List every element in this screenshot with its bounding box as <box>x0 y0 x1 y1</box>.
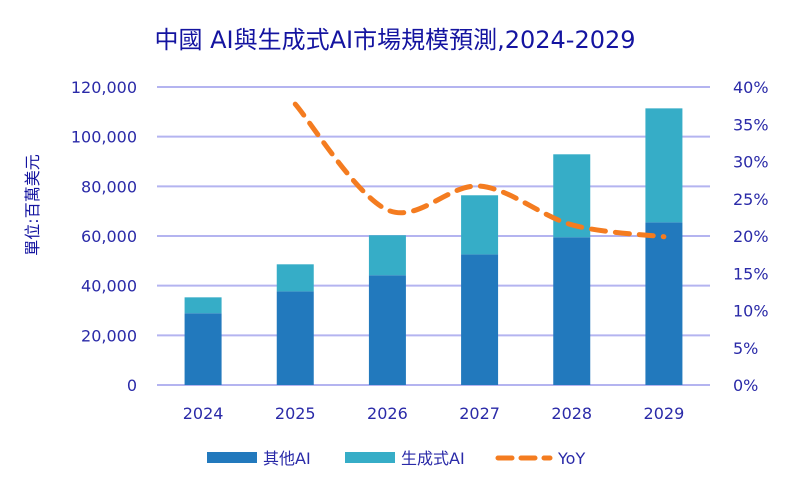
bar-其他AI <box>461 254 499 385</box>
bar-生成式AI <box>368 235 406 276</box>
chart-title: 中國 AI與生成式AI市場規模預測,2024-2029 <box>154 26 635 54</box>
bar-生成式AI <box>461 195 499 255</box>
y2-tick-label: 5% <box>733 339 758 358</box>
legend-label: 生成式AI <box>401 449 465 468</box>
y-tick-label: 80,000 <box>81 177 137 196</box>
x-tick-label: 2026 <box>367 404 408 423</box>
legend-label: YoY <box>557 449 585 468</box>
y2-tick-label: 10% <box>733 302 769 321</box>
x-tick-label: 2028 <box>551 404 592 423</box>
gridlines <box>157 86 710 386</box>
y2-tick-label: 40% <box>733 78 769 97</box>
y-tick-label: 60,000 <box>81 227 137 246</box>
x-tick-label: 2024 <box>183 404 224 423</box>
y-axis-ticks: 0 20,000 40,000 60,000 80,000 100,000 120,000 <box>71 78 137 395</box>
bar-生成式AI <box>645 108 683 223</box>
bar-其他AI <box>368 275 406 385</box>
legend: 其他AI 生成式AI YoY <box>207 449 585 468</box>
yoy-line-path <box>292 101 667 240</box>
x-tick-label: 2027 <box>459 404 500 423</box>
bar-其他AI <box>553 237 591 385</box>
y2-tick-label: 0% <box>733 376 758 395</box>
y2-tick-label: 30% <box>733 153 769 172</box>
bar-生成式AI <box>276 264 314 292</box>
x-tick-label: 2029 <box>644 404 685 423</box>
y-tick-label: 120,000 <box>71 78 137 97</box>
y-tick-label: 0 <box>127 376 137 395</box>
y2-tick-label: 20% <box>733 227 769 246</box>
bar-其他AI <box>184 313 222 385</box>
bar-其他AI <box>276 291 314 385</box>
y-tick-label: 100,000 <box>71 128 137 147</box>
y2-axis-ticks: 0% 5% 10% 15% 20% 25% 30% 35% 40% <box>733 78 769 395</box>
bar-其他AI <box>645 222 683 385</box>
y2-tick-label: 35% <box>733 115 769 134</box>
y-tick-label: 40,000 <box>81 277 137 296</box>
y-tick-label: 20,000 <box>81 326 137 345</box>
legend-label: 其他AI <box>263 449 311 468</box>
legend-swatch <box>345 452 395 463</box>
yoy-line <box>292 101 667 240</box>
x-tick-label: 2025 <box>275 404 316 423</box>
x-axis-ticks: 2024 2025 2026 2027 2028 2029 <box>183 404 685 423</box>
y-axis-label: 單位:百萬美元 <box>23 154 42 255</box>
bars <box>184 108 683 385</box>
y2-tick-label: 25% <box>733 190 769 209</box>
y2-tick-label: 15% <box>733 264 769 283</box>
legend-swatch <box>207 452 257 463</box>
bar-生成式AI <box>184 297 222 314</box>
